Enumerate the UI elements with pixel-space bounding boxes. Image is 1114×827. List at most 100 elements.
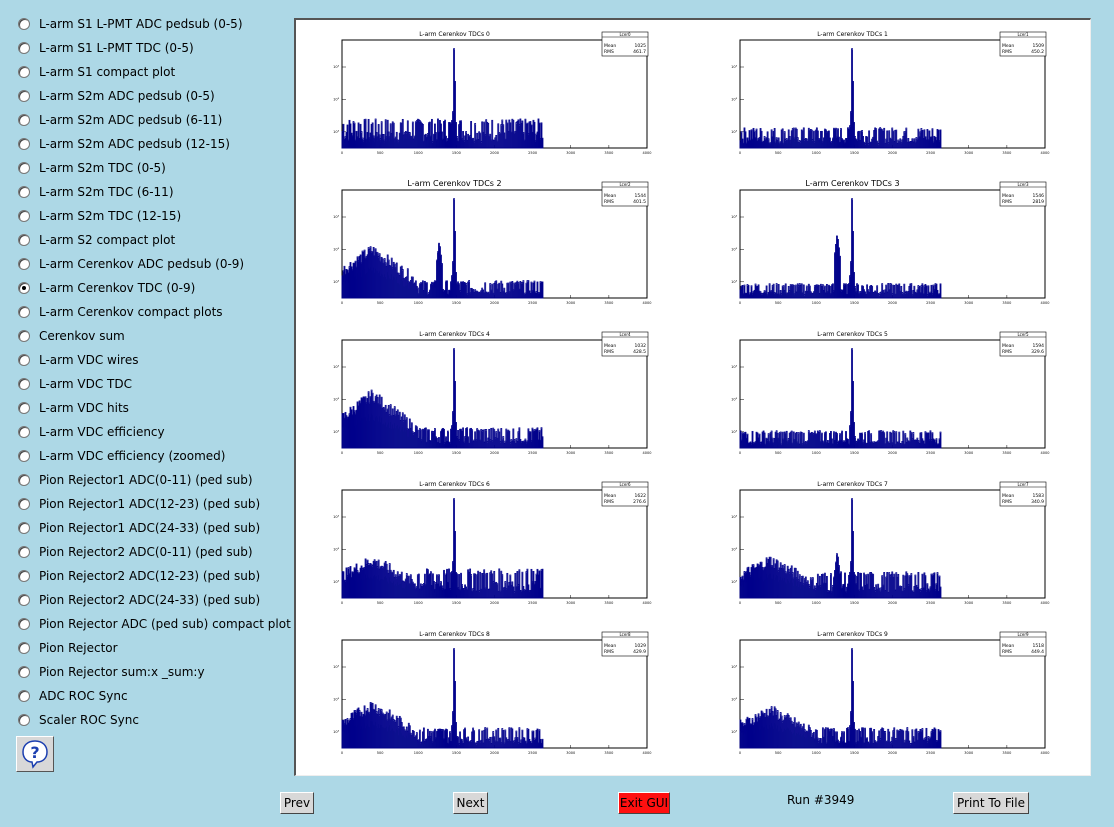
radio-button-icon[interactable] [18, 186, 30, 198]
radio-button-icon[interactable] [18, 546, 30, 558]
display-option[interactable]: Pion Rejector1 ADC(0-11) (ped sub) [14, 468, 291, 492]
radio-button-icon[interactable] [18, 162, 30, 174]
histogram-bar [895, 431, 898, 449]
histogram-bars [341, 48, 544, 149]
radio-button-icon[interactable] [18, 18, 30, 30]
radio-button-icon[interactable] [18, 570, 30, 582]
radio-button-icon[interactable] [18, 282, 30, 294]
display-option[interactable]: L-arm S1 L-PMT TDC (0-5) [14, 36, 291, 60]
radio-button-icon[interactable] [18, 402, 30, 414]
display-option[interactable]: Scaler ROC Sync [14, 708, 291, 732]
display-option[interactable]: Pion Rejector1 ADC(12-23) (ped sub) [14, 492, 291, 516]
display-option[interactable]: L-arm VDC TDC [14, 372, 291, 396]
x-tick-label: 2000 [888, 601, 897, 605]
display-option[interactable]: Pion Rejector [14, 636, 291, 660]
display-option[interactable]: Pion Rejector2 ADC(24-33) (ped sub) [14, 588, 291, 612]
stats-rms-label: RMS [1002, 199, 1012, 205]
display-option[interactable]: L-arm S1 L-PMT ADC pedsub (0-5) [14, 12, 291, 36]
x-tick-label: 3500 [1002, 451, 1011, 455]
help-button[interactable]: ? [16, 736, 54, 772]
radio-button-icon[interactable] [18, 618, 30, 630]
histogram-grid: L-arm Cerenkov TDCs 0 Lcer0 Mean 1025 RMS 461… [333, 31, 1049, 755]
histogram-bar [449, 731, 451, 749]
radio-button-icon[interactable] [18, 714, 30, 726]
histogram-bar [910, 573, 913, 599]
display-option[interactable]: L-arm Cerenkov compact plots [14, 300, 291, 324]
display-option[interactable]: Pion Rejector sum:x _sum:y [14, 660, 291, 684]
histogram-canvas: L-arm Cerenkov TDCs 0 Lcer0 Mean 1025 RMS 461… [294, 18, 1091, 776]
histogram-bar [429, 121, 431, 149]
display-option[interactable]: L-arm VDC efficiency (zoomed) [14, 444, 291, 468]
x-tick-label: 3000 [566, 151, 575, 155]
radio-button-icon[interactable] [18, 450, 30, 462]
display-option[interactable]: L-arm S2m TDC (12-15) [14, 204, 291, 228]
stats-mean-value: 1509 [1033, 43, 1045, 49]
display-option[interactable]: L-arm S2m ADC pedsub (0-5) [14, 84, 291, 108]
radio-button-icon[interactable] [18, 378, 30, 390]
y-tick-label: 10³ [731, 365, 737, 369]
display-option[interactable]: Pion Rejector2 ADC(12-23) (ped sub) [14, 564, 291, 588]
display-option[interactable]: L-arm Cerenkov ADC pedsub (0-9) [14, 252, 291, 276]
prev-button[interactable]: Prev [280, 792, 314, 814]
histogram-bar [779, 431, 782, 449]
histogram-bar [744, 131, 747, 149]
radio-button-icon[interactable] [18, 330, 30, 342]
display-option[interactable]: L-arm VDC efficiency [14, 420, 291, 444]
display-option[interactable]: L-arm S2m ADC pedsub (6-11) [14, 108, 291, 132]
display-option[interactable]: L-arm S2m ADC pedsub (12-15) [14, 132, 291, 156]
histogram-bar [883, 432, 886, 449]
display-option[interactable]: L-arm Cerenkov TDC (0-9) [14, 276, 291, 300]
x-tick-label: 3000 [566, 601, 575, 605]
histogram-bar [910, 283, 913, 299]
histogram-bar [893, 727, 896, 749]
display-option[interactable]: ADC ROC Sync [14, 684, 291, 708]
histogram-panel: L-arm Cerenkov TDCs 3 Lcer3 Mean 1546 RMS 281… [731, 179, 1049, 305]
radio-button-icon[interactable] [18, 642, 30, 654]
histogram-bar [802, 432, 805, 449]
x-tick-label: 1000 [812, 301, 821, 305]
display-option[interactable]: L-arm S2m TDC (6-11) [14, 180, 291, 204]
next-button[interactable]: Next [453, 792, 488, 814]
display-option-label: Cerenkov sum [39, 329, 125, 343]
radio-button-icon[interactable] [18, 258, 30, 270]
radio-button-icon[interactable] [18, 90, 30, 102]
histogram-bars [341, 198, 544, 299]
radio-button-icon[interactable] [18, 42, 30, 54]
display-option[interactable]: Pion Rejector2 ADC(0-11) (ped sub) [14, 540, 291, 564]
radio-button-icon[interactable] [18, 210, 30, 222]
stats-mean-label: Mean [604, 343, 616, 349]
display-option[interactable]: L-arm S1 compact plot [14, 60, 291, 84]
x-tick-label: 500 [775, 751, 782, 755]
radio-button-icon[interactable] [18, 138, 30, 150]
radio-button-icon[interactable] [18, 66, 30, 78]
radio-button-icon[interactable] [18, 690, 30, 702]
x-tick-label: 4000 [643, 301, 652, 305]
display-option[interactable]: Pion Rejector ADC (ped sub) compact plot [14, 612, 291, 636]
display-option[interactable]: Cerenkov sum [14, 324, 291, 348]
histogram-bar [487, 122, 490, 149]
radio-button-icon[interactable] [18, 666, 30, 678]
radio-button-icon[interactable] [18, 354, 30, 366]
display-option[interactable]: L-arm VDC hits [14, 396, 291, 420]
radio-button-icon[interactable] [18, 114, 30, 126]
radio-button-icon[interactable] [18, 234, 30, 246]
stats-rms-value: 461.7 [633, 49, 646, 55]
print-to-file-button[interactable]: Print To File [953, 792, 1029, 814]
radio-button-icon[interactable] [18, 306, 30, 318]
radio-button-icon[interactable] [18, 522, 30, 534]
histogram-bar [536, 281, 539, 299]
display-option[interactable]: L-arm VDC wires [14, 348, 291, 372]
display-option[interactable]: L-arm S2m TDC (0-5) [14, 156, 291, 180]
histogram-bar [454, 230, 456, 299]
stats-name: Lcer2 [619, 182, 631, 187]
y-tick-label: 10³ [731, 65, 737, 69]
radio-button-icon[interactable] [18, 594, 30, 606]
plot-title: L-arm Cerenkov TDCs 6 [419, 481, 490, 488]
exit-gui-button[interactable]: Exit GUI [618, 792, 670, 814]
y-tick-label: 10³ [731, 430, 737, 434]
radio-button-icon[interactable] [18, 474, 30, 486]
display-option[interactable]: L-arm S2 compact plot [14, 228, 291, 252]
radio-button-icon[interactable] [18, 498, 30, 510]
display-option[interactable]: Pion Rejector1 ADC(24-33) (ped sub) [14, 516, 291, 540]
radio-button-icon[interactable] [18, 426, 30, 438]
